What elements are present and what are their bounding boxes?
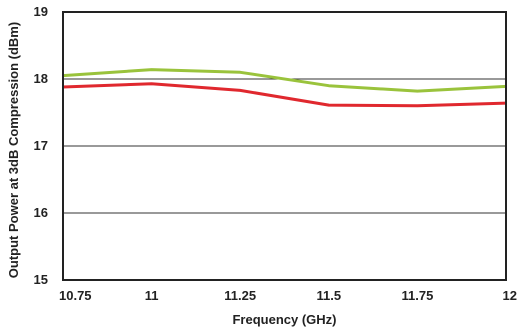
x-tick-11.75: 11.75 bbox=[401, 288, 433, 303]
y-tick-19: 19 bbox=[34, 4, 48, 19]
y-tick-labels: 15 16 17 18 19 bbox=[34, 4, 48, 287]
x-tick-12: 12 bbox=[503, 288, 517, 303]
y-tick-17: 17 bbox=[34, 138, 48, 153]
plot-frame bbox=[62, 11, 507, 281]
x-tick-10.75: 10.75 bbox=[59, 288, 92, 303]
x-axis-label: Frequency (GHz) bbox=[232, 312, 336, 327]
y-tick-15: 15 bbox=[34, 272, 48, 287]
x-tick-11: 11 bbox=[145, 288, 159, 303]
y-axis-label: Output Power at 3dB Compression (dBm) bbox=[6, 22, 21, 278]
x-tick-11.25: 11.25 bbox=[224, 288, 256, 303]
series-line-1 bbox=[62, 68, 507, 93]
y-tick-18: 18 bbox=[34, 71, 48, 86]
x-tick-labels: 10.75 11 11.25 11.5 11.75 12 bbox=[59, 288, 517, 303]
y-tick-16: 16 bbox=[34, 205, 48, 220]
series-line-2 bbox=[62, 82, 507, 108]
series-layer bbox=[62, 68, 507, 108]
x-tick-11.5: 11.5 bbox=[317, 288, 342, 303]
